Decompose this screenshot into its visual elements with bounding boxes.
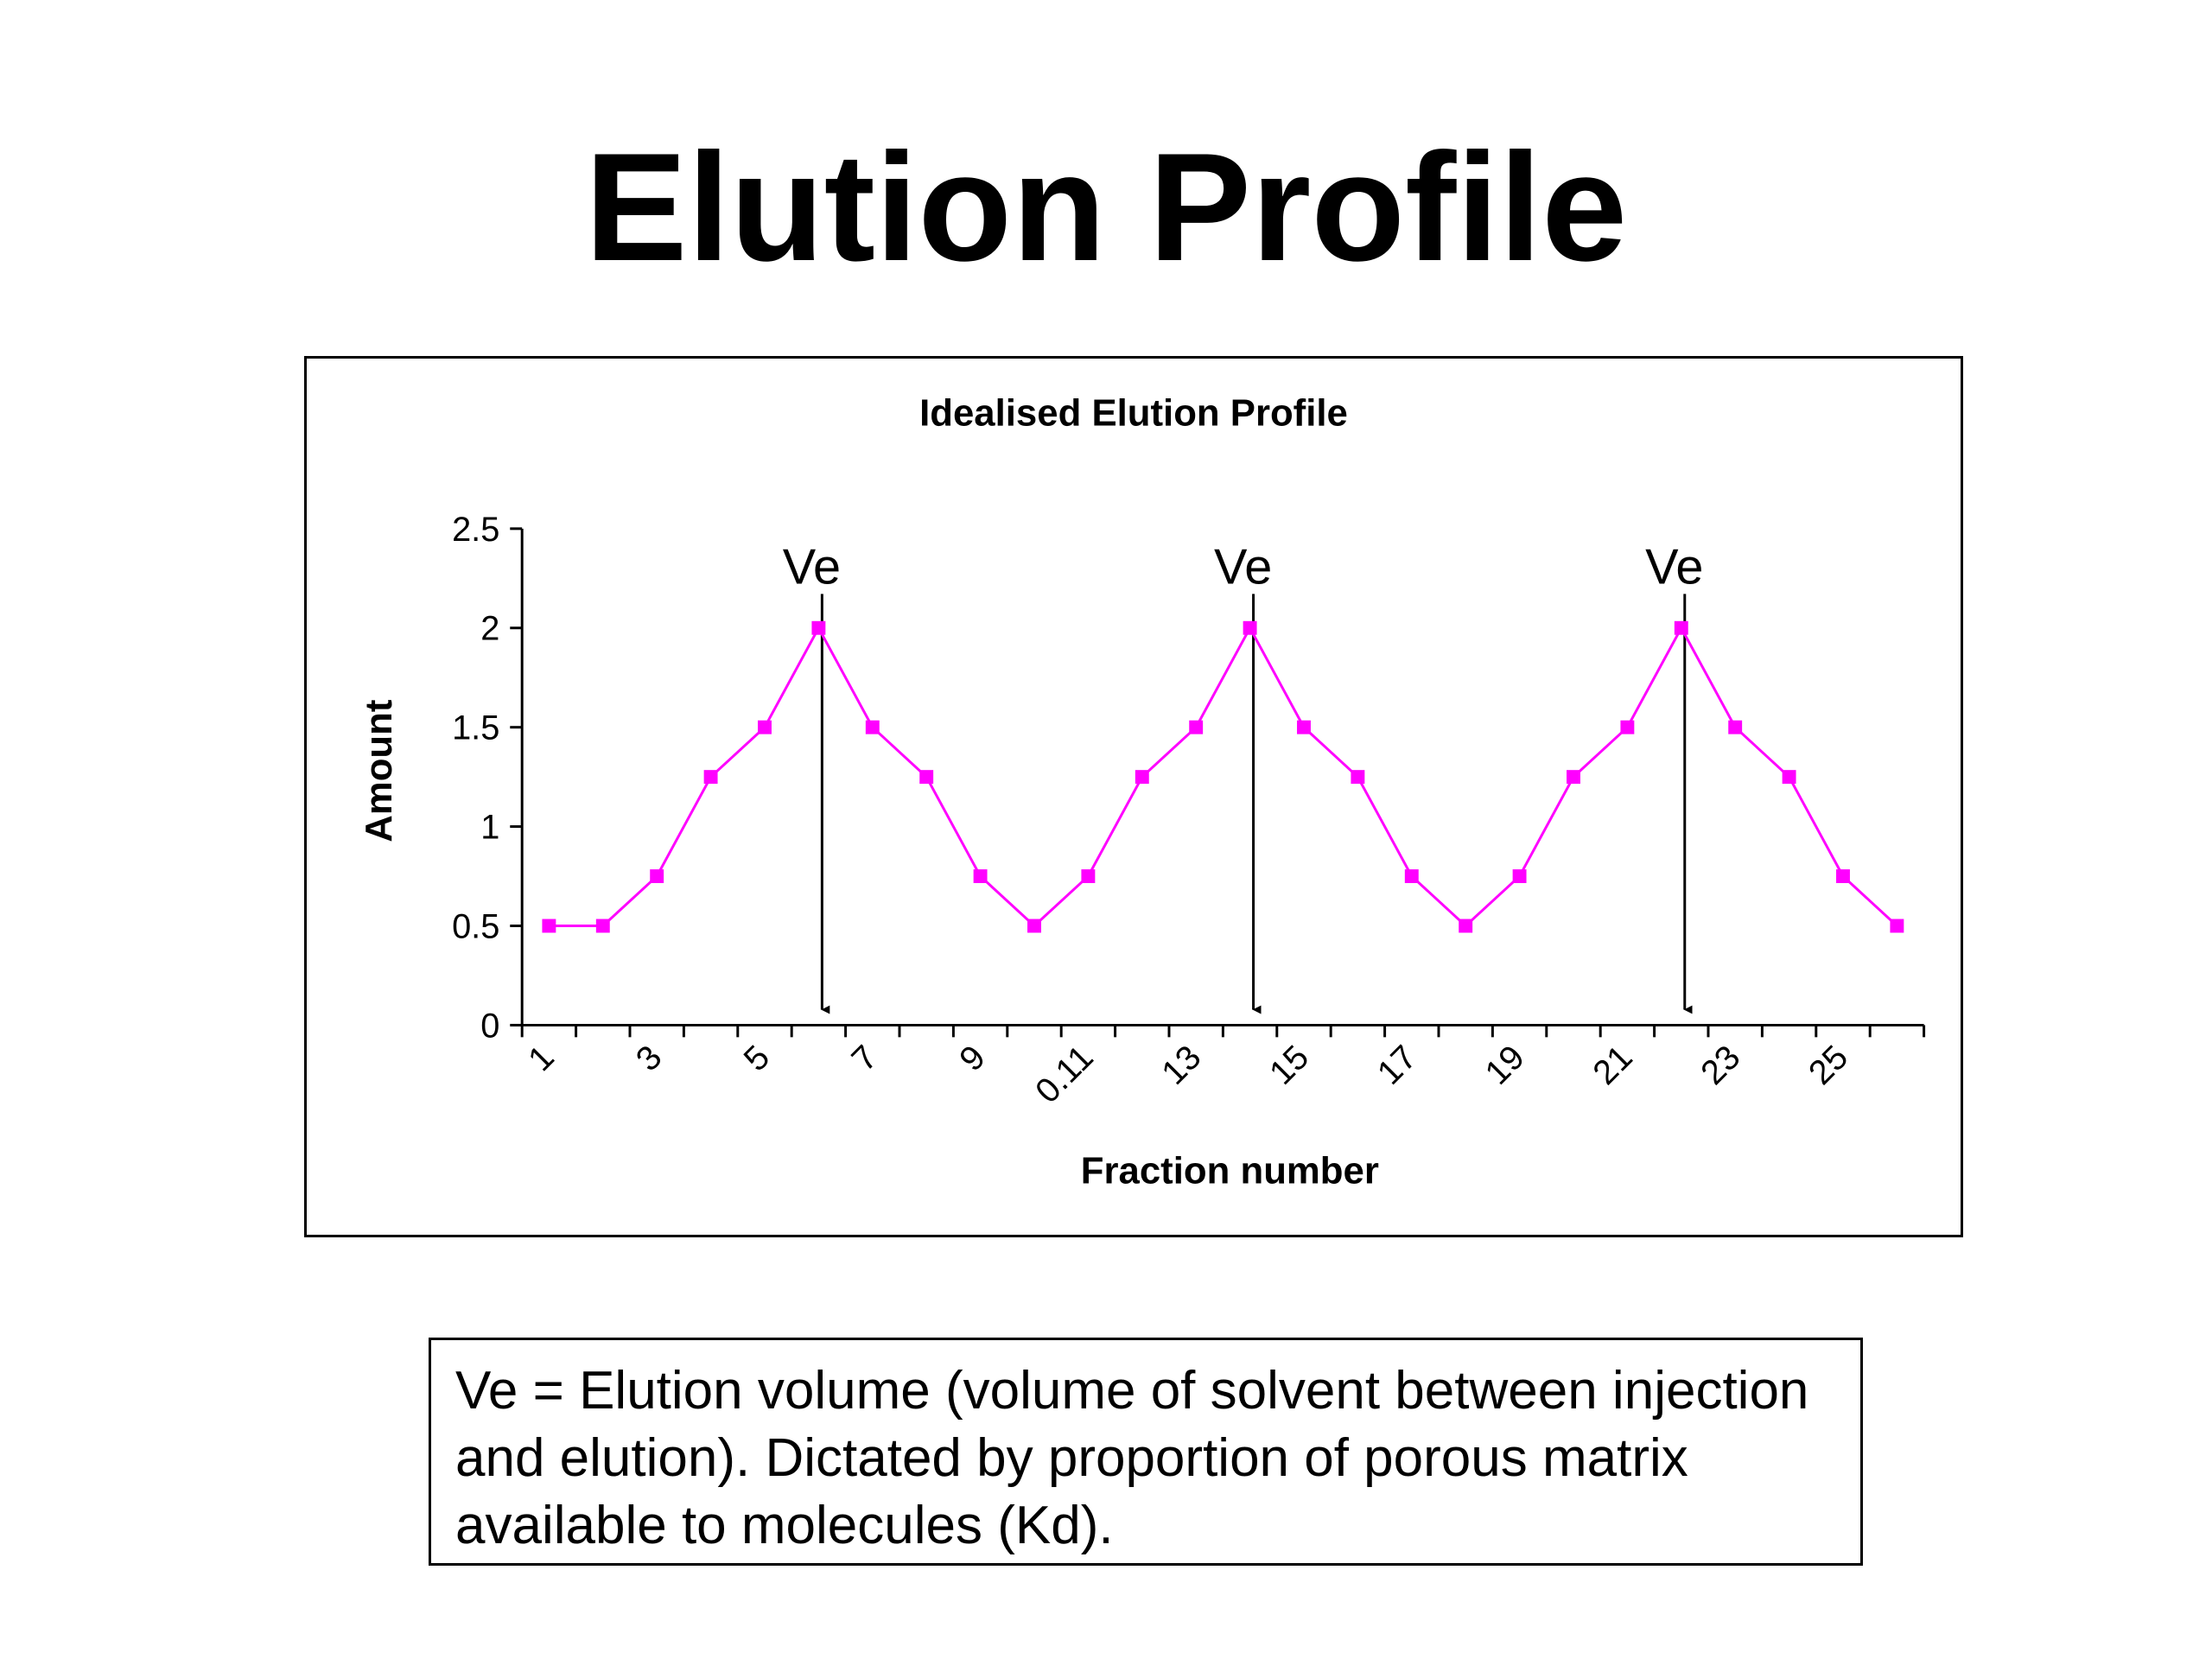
data-point [1081,869,1096,884]
ve-label: Ve [1214,539,1272,594]
x-tick-label: 0.11 [1028,1038,1101,1110]
data-point [1135,770,1149,785]
data-point [865,720,880,734]
data-point [1027,918,1041,933]
x-tick-label: 5 [737,1038,778,1078]
ve-label: Ve [783,539,841,594]
data-point [1674,620,1688,635]
x-tick-label: 13 [1154,1038,1208,1091]
ve-label: Ve [1645,539,1703,594]
data-point [811,620,826,635]
x-tick-label: 7 [844,1038,885,1078]
x-tick-label: 25 [1802,1038,1855,1091]
x-tick-label: 21 [1586,1038,1639,1091]
data-point [1243,620,1257,635]
data-point [542,918,556,933]
legend-note: Ve = Elution volume (volume of solvent b… [429,1338,1863,1566]
data-point [1351,770,1365,785]
data-point [919,770,934,785]
data-point [973,869,988,884]
axes: 00.511.522.51 3 5 7 9 0.11 13 15 17 19 21 23 25 [452,511,1926,1110]
x-tick-label: 9 [952,1038,993,1078]
y-tick-label: 2.5 [452,511,499,549]
y-tick-label: 2 [480,610,499,648]
x-tick-label: 17 [1370,1038,1424,1091]
x-tick-label: 1 [521,1038,562,1078]
x-tick-label: 19 [1478,1038,1532,1091]
x-axis-label: Fraction number [1081,1149,1379,1192]
chart-frame: Idealised Elution Profile Amount Fractio… [304,356,1963,1237]
y-tick-label: 1 [480,809,499,847]
data-point [1782,770,1796,785]
data-point [1512,869,1527,884]
ve-annotations: Ve Ve Ve [783,539,1703,1014]
data-point [1620,720,1635,734]
data-point [1459,918,1473,933]
data-point [650,869,664,884]
data-point [1836,869,1850,884]
chart-title: Idealised Elution Profile [919,392,1348,435]
data-point [703,770,718,785]
data-point [1890,918,1904,933]
x-tick-label: 15 [1262,1038,1316,1091]
x-tick-label: 23 [1694,1038,1747,1091]
y-tick-label: 1.5 [452,709,499,747]
series-group [542,620,1904,933]
y-tick-label: 0 [480,1007,499,1045]
data-point [1404,869,1419,884]
data-point [1189,720,1204,734]
series-line [549,625,1898,928]
data-point [1297,720,1311,734]
data-point [758,720,772,734]
data-point [595,918,610,933]
slide-title: Elution Profile [584,121,1628,293]
data-point [1728,720,1743,734]
elution-chart: Idealised Elution Profile Amount Fractio… [358,392,1926,1192]
y-tick-label: 0.5 [452,907,499,945]
y-axis-label: Amount [358,699,400,842]
data-point [1567,770,1580,785]
x-tick-label: 3 [629,1038,670,1078]
